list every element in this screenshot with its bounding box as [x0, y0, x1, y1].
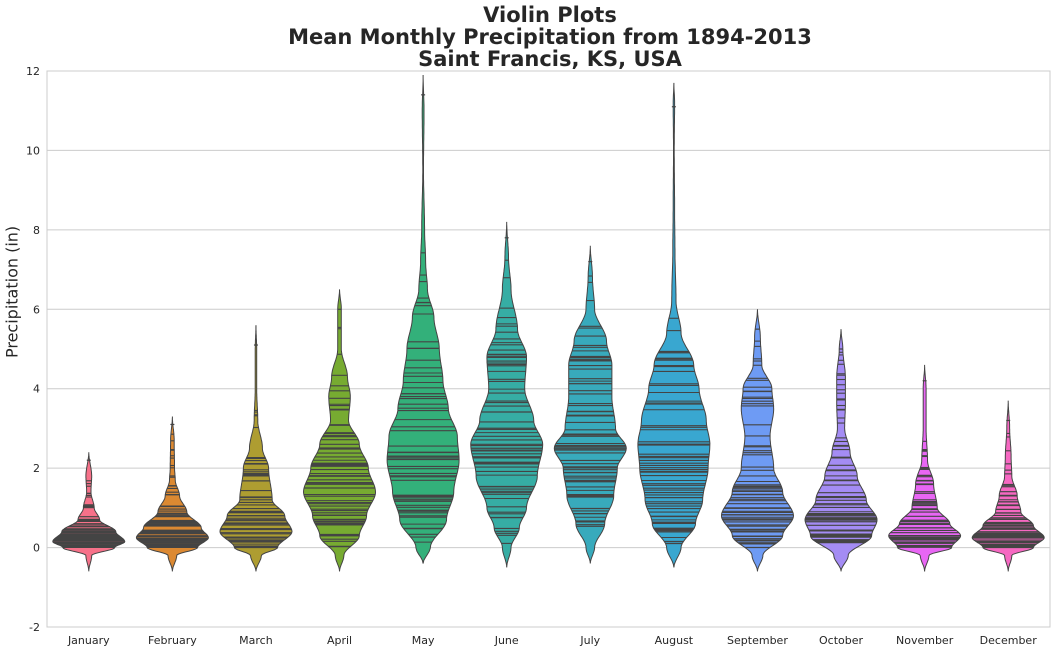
violin-november — [888, 364, 962, 572]
violin-sticks — [805, 348, 878, 544]
violin-sticks — [554, 261, 627, 527]
violin-sticks — [470, 237, 543, 544]
y-tick-label: 2 — [33, 462, 40, 475]
violin-body — [219, 325, 293, 572]
violin-july — [553, 245, 627, 564]
violin-body — [386, 75, 460, 564]
chart-title-line-1: Violin Plots — [483, 3, 617, 27]
violin-sticks — [52, 459, 125, 548]
x-tick-label: February — [148, 634, 197, 647]
violin-september — [720, 309, 795, 572]
chart-title-line-2: Mean Monthly Precipitation from 1894-201… — [288, 25, 812, 49]
violin-body — [553, 245, 627, 564]
violin-december — [971, 400, 1045, 572]
violin-sticks — [387, 94, 460, 543]
violin-march — [219, 325, 293, 572]
y-tick-label: 10 — [26, 144, 40, 157]
violin-june — [470, 221, 544, 568]
y-tick-label: 12 — [26, 65, 40, 78]
violin-sticks — [721, 328, 794, 549]
x-tick-label: June — [494, 634, 519, 647]
chart-title-line-3: Saint Francis, KS, USA — [418, 47, 682, 71]
x-tick-label: March — [239, 634, 273, 647]
x-tick-label: July — [579, 634, 600, 647]
violin-sticks — [220, 344, 292, 549]
y-tick-label: -2 — [29, 621, 40, 634]
violin-may — [386, 75, 460, 564]
violin-sticks — [136, 423, 209, 549]
violin-body — [720, 309, 795, 572]
axes: -2 0 2 4 6 8 10 12 January February March April May J… — [26, 65, 1037, 647]
violin-october — [804, 329, 878, 572]
violins — [52, 75, 1045, 572]
violin-body — [804, 329, 878, 572]
y-gridlines — [46, 70, 1051, 628]
x-tick-label: November — [896, 634, 954, 647]
x-tick-label: January — [67, 634, 110, 647]
y-tick-label: 6 — [33, 303, 40, 316]
violin-sticks — [303, 308, 376, 548]
violin-august — [637, 82, 711, 568]
y-tick-label: 0 — [33, 542, 40, 555]
violin-january — [52, 452, 126, 572]
violin-sticks — [888, 380, 961, 548]
x-tick-label: May — [412, 634, 435, 647]
x-tick-label: December — [980, 634, 1038, 647]
x-tick-label: September — [727, 634, 788, 647]
violin-body — [470, 221, 544, 568]
y-tick-label: 4 — [33, 383, 40, 396]
violin-february — [135, 416, 209, 572]
x-tick-label: April — [327, 634, 352, 647]
chart-title: Violin Plots Mean Monthly Precipitation … — [0, 4, 1058, 70]
y-tick-label: 8 — [33, 224, 40, 237]
violin-april — [302, 289, 377, 572]
x-tick-label: August — [655, 634, 694, 647]
plot-frame — [46, 70, 1051, 628]
violin-sticks — [637, 106, 710, 545]
violin-sticks — [972, 419, 1045, 549]
violin-body — [637, 82, 711, 568]
x-tick-label: October — [819, 634, 863, 647]
